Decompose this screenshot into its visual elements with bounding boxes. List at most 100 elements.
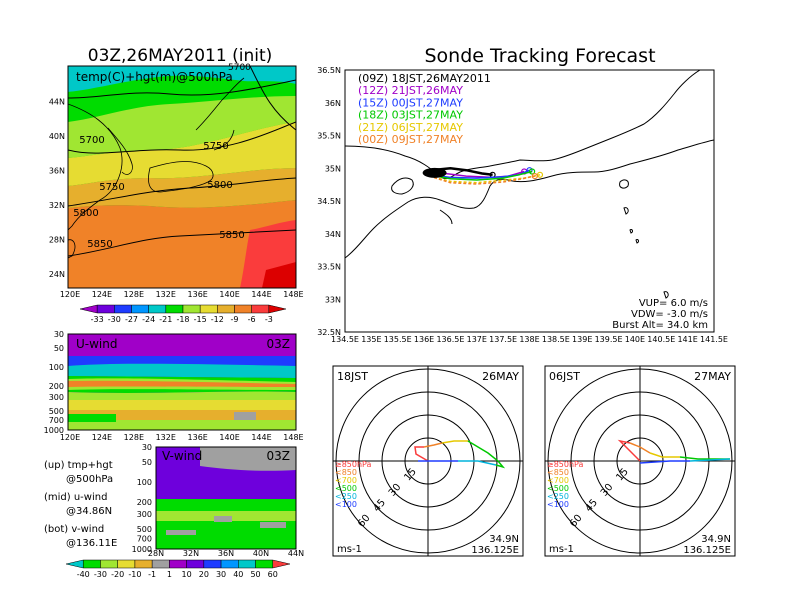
temp-colorbar-swatch bbox=[234, 304, 252, 314]
uwind-lon-ticks: 120E 124E 128E 132E 136E 140E 144E 148E bbox=[60, 433, 304, 442]
lat-tick-24N: 24N bbox=[49, 270, 65, 279]
contour-label-5750: 5750 bbox=[203, 141, 228, 152]
note-bot-level: @136.11E bbox=[66, 538, 117, 549]
temp-colorbar-label: -33 bbox=[91, 315, 104, 324]
hodograph-trace bbox=[467, 440, 506, 469]
vwind-p-tick-50: 50 bbox=[142, 458, 152, 467]
wind-colorbar-label: 20 bbox=[199, 570, 209, 579]
lon-tick-144E: 144E bbox=[251, 290, 271, 299]
hodograph-trace bbox=[629, 442, 651, 454]
lon-tick-132E: 132E bbox=[156, 290, 176, 299]
hodo-right-lat: 34.9N bbox=[701, 534, 731, 545]
wind-colorbar-label: 60 bbox=[268, 570, 278, 579]
lat-tick-36N: 36N bbox=[49, 167, 65, 176]
temp-colorbar-swatch bbox=[199, 304, 218, 314]
note-mid-level: @34.86N bbox=[66, 506, 112, 517]
temp-colorbar-swatch bbox=[251, 304, 270, 314]
contour-label-5700: 5700 bbox=[79, 135, 104, 146]
temp-colorbar-swatch bbox=[114, 304, 132, 314]
uwind-time: 03Z bbox=[267, 337, 291, 351]
wind-colorbar-label: 1 bbox=[167, 570, 172, 579]
uwind-lon-tick-120E: 120E bbox=[60, 433, 80, 442]
track-lon-tick-138E: 138E bbox=[519, 335, 539, 344]
uwind-p-tick-50: 50 bbox=[54, 344, 64, 353]
temp-colorbar-swatch bbox=[182, 304, 201, 314]
note-mid: (mid) u-wind bbox=[44, 492, 107, 503]
vwind-lat-tick-36N: 36N bbox=[218, 549, 234, 558]
hodo-right-unit: ms-1 bbox=[549, 544, 574, 555]
vwind-lat-tick-32N: 32N bbox=[183, 549, 199, 558]
temp-map-lon-ticks: 120E 124E 128E 132E 136E 140E 144E 148E bbox=[60, 290, 304, 299]
hodograph-trace bbox=[617, 439, 641, 462]
lon-tick-136E: 136E bbox=[188, 290, 208, 299]
hodograph-legend-entry: <700 bbox=[335, 476, 357, 485]
wind-colorbar-label: 30 bbox=[216, 570, 226, 579]
temp-colorbar-swatch bbox=[131, 304, 149, 314]
left-title: 03Z,26MAY2011 (init) bbox=[88, 46, 273, 66]
vwind-lat-tick-40N: 40N bbox=[253, 549, 269, 558]
track-lat-tick-33.5N: 33.5N bbox=[317, 263, 341, 272]
hodo-right-lon: 136.125E bbox=[683, 545, 731, 556]
track-lon-tick-140E: 140E bbox=[625, 335, 645, 344]
uwind-label: U-wind bbox=[76, 337, 117, 351]
wind-colorbar-swatch bbox=[272, 559, 291, 569]
vwind-p-tick-100: 100 bbox=[137, 478, 152, 487]
temp-map-label: temp(C)+hgt(m)@500hPa bbox=[76, 70, 233, 84]
wind-colorbar-label: 50 bbox=[250, 570, 260, 579]
hodograph-trace bbox=[689, 458, 731, 462]
vdw-text: VDW= -3.0 m/s bbox=[631, 309, 708, 320]
track-burst-point bbox=[531, 173, 538, 180]
hodo-left-unit: ms-1 bbox=[337, 544, 362, 555]
temp-map bbox=[68, 66, 296, 288]
hodo-left-lat: 34.9N bbox=[489, 534, 519, 545]
wind-colorbar-swatch bbox=[82, 559, 101, 569]
temp-colorbar-label: -9 bbox=[231, 315, 239, 324]
uwind-p-tick-100: 100 bbox=[49, 363, 64, 372]
uwind-p-tick-200: 200 bbox=[49, 382, 64, 391]
hodo-left-lon: 136.125E bbox=[471, 545, 519, 556]
hodograph-legend-entry: <500 bbox=[335, 484, 357, 493]
track-legend-entry: (09Z) 18JST,26MAY2011 bbox=[358, 72, 491, 85]
hodograph-legend-entry: ≥850hPa bbox=[547, 460, 584, 469]
track-lat-tick-35.5N: 35.5N bbox=[317, 132, 341, 141]
hodograph-trace bbox=[458, 460, 497, 466]
track-legend-entry: (12Z) 21JST,26MAY bbox=[358, 84, 463, 97]
wind-colorbar-swatch bbox=[134, 559, 153, 569]
wind-colorbar-label: -10 bbox=[128, 570, 141, 579]
vwind-p-tick-1000: 1000 bbox=[132, 545, 152, 554]
track-lon-tick-137.5E: 137.5E bbox=[489, 335, 517, 344]
track-lon-tick-139.5E: 139.5E bbox=[595, 335, 623, 344]
hodograph-legend-entry: <500 bbox=[547, 484, 569, 493]
track-legend-entry: (18Z) 03JST,27MAY bbox=[358, 109, 463, 122]
hodograph-legend-entry: <250 bbox=[547, 492, 569, 501]
contour-labels: 5700 5750 5750 5800 5800 5850 5850 bbox=[73, 135, 244, 250]
track-line bbox=[429, 175, 535, 185]
vwind-plot bbox=[156, 447, 296, 549]
lon-tick-124E: 124E bbox=[92, 290, 112, 299]
lat-tick-44N: 44N bbox=[49, 98, 65, 107]
hodo-left-date: 26MAY bbox=[482, 370, 519, 383]
vwind-p-tick-30: 30 bbox=[142, 443, 152, 452]
hodograph-legend-entry: <850 bbox=[335, 468, 357, 477]
temp-colorbar-swatch bbox=[217, 304, 235, 314]
track-lon-tick-136.5E: 136.5E bbox=[436, 335, 464, 344]
uwind-lon-tick-132E: 132E bbox=[156, 433, 176, 442]
uwind-lon-tick-144E: 144E bbox=[251, 433, 271, 442]
hodograph-trace bbox=[649, 452, 680, 458]
uwind-plot bbox=[68, 334, 296, 430]
wind-colorbar-swatch bbox=[220, 559, 239, 569]
hodograph-trace bbox=[423, 442, 443, 448]
track-legend-entry: (21Z) 06JST,27MAY bbox=[358, 121, 463, 134]
vwind-p-tick-700: 700 bbox=[137, 535, 152, 544]
wind-colorbar-swatch bbox=[186, 559, 205, 569]
track-lat-tick-32.5N: 32.5N bbox=[317, 328, 341, 337]
uwind-p-tick-1000: 1000 bbox=[44, 426, 64, 435]
hodograph-legend-entry: ≥850hPa bbox=[335, 460, 372, 469]
note-bot: (bot) v-wind bbox=[44, 524, 104, 535]
track-lon-tick-141.5E: 141.5E bbox=[700, 335, 728, 344]
track-lat-ticks: 32.5N 33N 33.5N 34N 34.5N 35N 35.5N 36N 36.5N bbox=[317, 66, 341, 337]
wind-colorbar-label: 40 bbox=[233, 570, 243, 579]
right-title: Sonde Tracking Forecast bbox=[424, 45, 655, 67]
